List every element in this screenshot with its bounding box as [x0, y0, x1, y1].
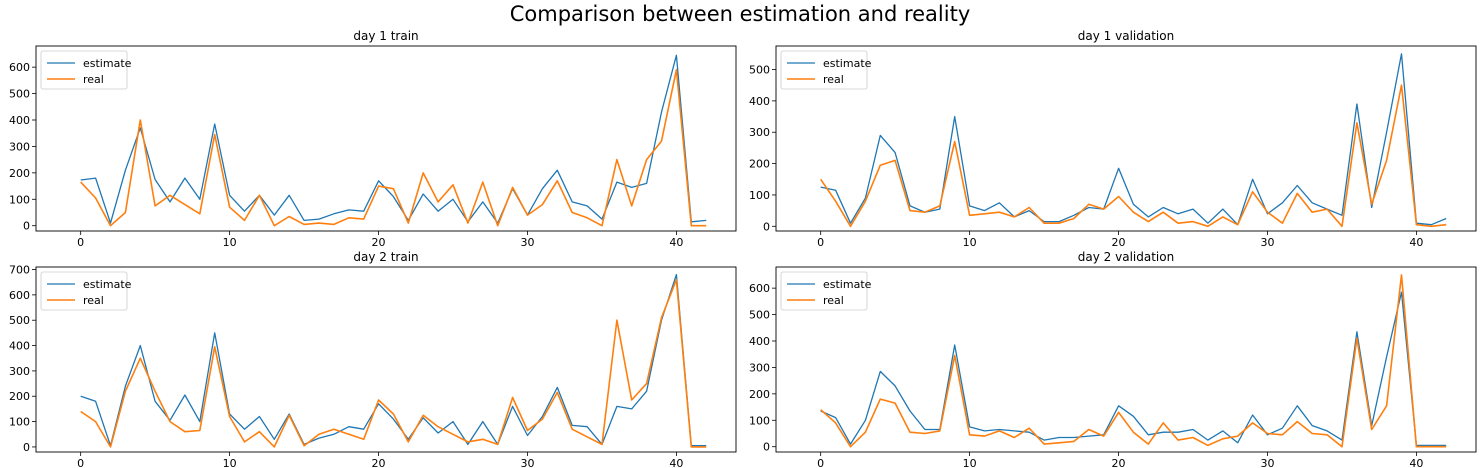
y-tick-label: 100 — [9, 416, 30, 429]
x-tick-label: 10 — [963, 457, 977, 468]
y-tick-label: 200 — [9, 390, 30, 403]
series-line-estimate — [80, 54, 707, 224]
legend: estimate real — [40, 50, 132, 90]
x-tick-label: 20 — [1112, 236, 1126, 249]
legend-label-estimate: estimate — [83, 278, 132, 291]
x-tick-label: 10 — [223, 457, 237, 468]
subplot-title: day 1 validation — [1078, 29, 1174, 43]
axes-frame — [35, 45, 737, 232]
y-tick-label: 0 — [763, 441, 770, 454]
series-line-real — [80, 69, 707, 227]
figure-title: Comparison between estimation and realit… — [510, 2, 971, 26]
y-tick-label: 500 — [9, 314, 30, 327]
x-tick-label: 30 — [520, 236, 534, 249]
legend-label-real: real — [83, 73, 104, 86]
y-tick-label: 500 — [749, 64, 770, 77]
legend-label-real: real — [823, 73, 844, 86]
x-tick-label: 40 — [1409, 236, 1423, 249]
x-tick-label: 0 — [817, 457, 824, 468]
series-line-estimate — [820, 291, 1447, 447]
y-tick-label: 100 — [9, 193, 30, 206]
x-tick-label: 20 — [1112, 457, 1126, 468]
y-tick-label: 700 — [9, 264, 30, 277]
y-tick-label: 600 — [9, 61, 30, 74]
x-tick-label: 30 — [1260, 236, 1274, 249]
x-tick-label: 0 — [77, 236, 84, 249]
x-tick-label: 30 — [520, 457, 534, 468]
x-tick-label: 40 — [669, 236, 683, 249]
y-tick-label: 100 — [749, 189, 770, 202]
legend-label-estimate: estimate — [823, 57, 872, 70]
series-line-real — [820, 274, 1447, 448]
y-tick-label: 400 — [749, 335, 770, 348]
x-tick-label: 20 — [372, 457, 386, 468]
y-tick-label: 400 — [9, 340, 30, 353]
y-tick-label: 300 — [749, 126, 770, 139]
axes-frame — [35, 266, 737, 453]
x-tick-label: 10 — [223, 236, 237, 249]
y-tick-label: 600 — [749, 282, 770, 295]
y-tick-label: 200 — [9, 167, 30, 180]
y-tick-label: 500 — [749, 309, 770, 322]
axes-frame — [775, 266, 1477, 453]
axes-frame — [775, 45, 1477, 232]
y-tick-label: 300 — [749, 361, 770, 374]
series-line-real — [820, 84, 1447, 228]
y-tick-label: 400 — [9, 114, 30, 127]
y-tick-label: 400 — [749, 95, 770, 108]
y-tick-label: 0 — [763, 220, 770, 233]
y-tick-label: 100 — [749, 414, 770, 427]
legend: estimate real — [40, 271, 132, 311]
subplot-title: day 2 train — [353, 250, 418, 264]
legend-label-real: real — [83, 294, 104, 307]
x-tick-label: 40 — [1409, 457, 1423, 468]
y-tick-label: 300 — [9, 140, 30, 153]
x-tick-label: 0 — [77, 457, 84, 468]
legend-label-estimate: estimate — [83, 57, 132, 70]
legend: estimate real — [780, 271, 872, 311]
subplot-title: day 1 train — [353, 29, 418, 43]
y-tick-label: 0 — [23, 220, 30, 233]
y-tick-label: 500 — [9, 88, 30, 101]
y-tick-label: 300 — [9, 365, 30, 378]
x-tick-label: 40 — [669, 457, 683, 468]
y-tick-label: 600 — [9, 289, 30, 302]
legend-label-real: real — [823, 294, 844, 307]
x-tick-label: 20 — [372, 236, 386, 249]
legend-label-estimate: estimate — [823, 278, 872, 291]
legend: estimate real — [780, 50, 872, 90]
series-line-estimate — [820, 53, 1447, 226]
series-line-real — [80, 278, 707, 448]
x-tick-label: 30 — [1260, 457, 1274, 468]
y-tick-label: 0 — [23, 441, 30, 454]
x-tick-label: 10 — [963, 236, 977, 249]
y-tick-label: 200 — [749, 388, 770, 401]
subplot-title: day 2 validation — [1078, 250, 1174, 264]
x-tick-label: 0 — [817, 236, 824, 249]
y-tick-label: 200 — [749, 158, 770, 171]
